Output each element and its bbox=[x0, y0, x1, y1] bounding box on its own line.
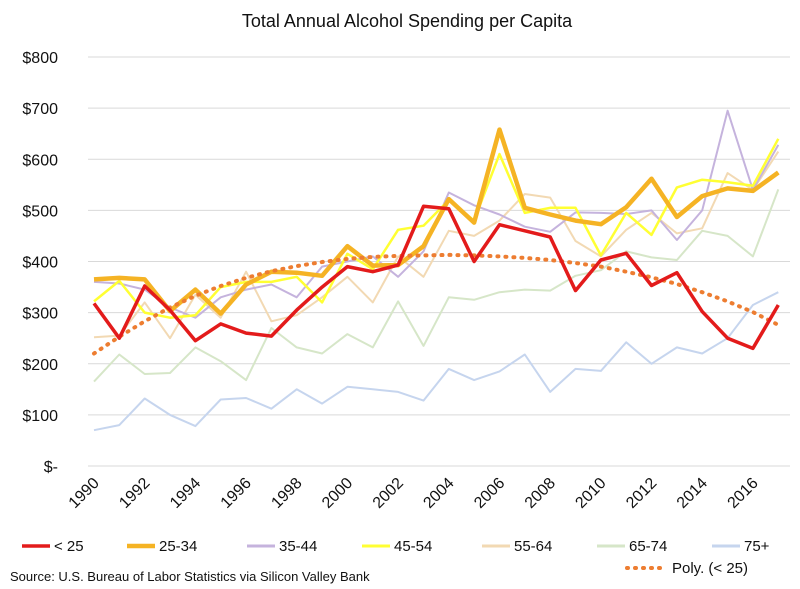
series-line-5 bbox=[93, 189, 780, 383]
legend-label: 75+ bbox=[744, 538, 770, 555]
series-line-0 bbox=[92, 204, 780, 351]
x-tick-label: 1994 bbox=[167, 475, 204, 512]
x-axis: 1990 1992 1994 1996 1998 2000 2002 2004 2006 2008… bbox=[66, 475, 762, 512]
x-tick-label: 2006 bbox=[471, 475, 508, 512]
y-tick-label: $700 bbox=[22, 101, 58, 118]
x-tick-label: 2010 bbox=[572, 475, 609, 512]
series-line-1 bbox=[93, 127, 780, 316]
y-tick-label: $100 bbox=[22, 408, 58, 425]
x-tick-label: 2004 bbox=[420, 475, 457, 512]
legend-label: 55-64 bbox=[514, 538, 552, 555]
x-tick-label: 1996 bbox=[218, 475, 255, 512]
y-tick-label: $200 bbox=[22, 357, 58, 374]
gridlines bbox=[88, 56, 790, 467]
x-tick-label: 2014 bbox=[674, 475, 711, 512]
y-tick-label: $800 bbox=[22, 50, 58, 67]
x-tick-label: 1990 bbox=[66, 475, 103, 512]
source-note: Source: U.S. Bureau of Labor Statistics … bbox=[10, 569, 370, 584]
x-tick-label: 2016 bbox=[725, 475, 762, 512]
legend-label: 45-54 bbox=[394, 538, 432, 555]
y-tick-label: $300 bbox=[22, 306, 58, 323]
series-line-4 bbox=[93, 151, 780, 340]
x-tick-label: 1992 bbox=[116, 475, 153, 512]
y-tick-label: $400 bbox=[22, 255, 58, 272]
legend-label: Poly. (< 25) bbox=[672, 560, 748, 577]
x-tick-label: 2000 bbox=[319, 475, 356, 512]
legend-label: 25-34 bbox=[159, 538, 197, 555]
x-tick-label: 2008 bbox=[522, 475, 559, 512]
x-tick-label: 2002 bbox=[370, 475, 407, 512]
legend-label: 35-44 bbox=[279, 538, 317, 555]
series-line-6 bbox=[93, 291, 779, 432]
x-tick-label: 2012 bbox=[623, 475, 660, 512]
chart-title: Total Annual Alcohol Spending per Capita bbox=[242, 11, 573, 31]
legend-label: 65-74 bbox=[629, 538, 667, 555]
y-tick-label: $- bbox=[44, 459, 58, 476]
legend-label: < 25 bbox=[54, 538, 84, 555]
series-lines bbox=[92, 109, 781, 432]
legend: < 25 25-34 35-44 45-54 55-64 65-74 75+ Poly. (<… bbox=[22, 538, 770, 577]
y-tick-label: $600 bbox=[22, 152, 58, 169]
y-axis: $- $100 $200 $300 $400 $500 $600 $700 $800 bbox=[22, 50, 58, 476]
y-tick-label: $500 bbox=[22, 203, 58, 220]
x-tick-label: 1998 bbox=[268, 475, 305, 512]
